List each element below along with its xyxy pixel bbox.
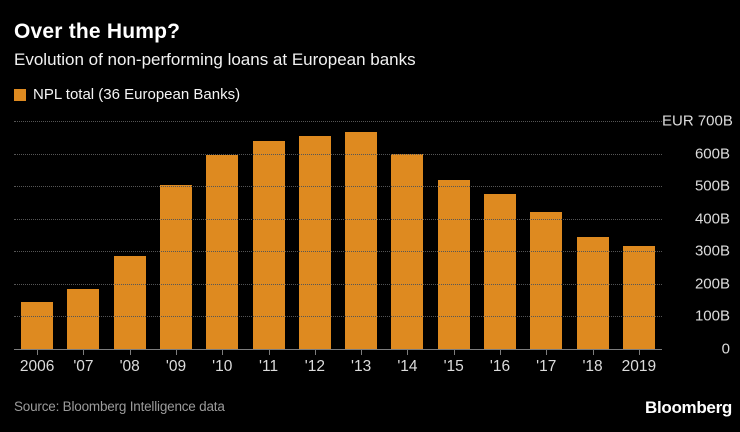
x-axis-tick [268, 349, 270, 355]
x-axis-tick [453, 349, 455, 355]
bar-16 [483, 194, 516, 349]
bar-08 [113, 256, 146, 349]
x-axis-label: '14 [397, 358, 418, 375]
x-axis-label: '18 [582, 358, 603, 375]
x-axis-tick [37, 349, 39, 355]
x-axis-label: '08 [119, 358, 140, 375]
gridline [14, 186, 662, 188]
x-axis-label: '15 [443, 358, 464, 375]
bar-07 [67, 288, 100, 349]
x-axis-tick [361, 349, 363, 355]
legend: NPL total (36 European Banks) [14, 86, 240, 103]
gridline [14, 316, 662, 318]
bar-slot [569, 121, 615, 349]
bar-slot [245, 121, 291, 349]
x-axis-tick [222, 349, 224, 355]
bar-slot [616, 121, 662, 349]
bar-15 [437, 179, 470, 349]
x-axis-label: '12 [304, 358, 325, 375]
x-axis-tick [592, 349, 594, 355]
bar-slot [14, 121, 60, 349]
bloomberg-logo: Bloomberg [644, 398, 732, 417]
bar-slot [431, 121, 477, 349]
gridline [14, 283, 662, 285]
y-axis-labels: EUR 700B 600B 500B 400B 300B 200B 100B 0 [662, 113, 733, 358]
plot-area [14, 121, 662, 350]
x-axis-label: '13 [351, 358, 372, 375]
chart-subtitle: Evolution of non-performing loans at Eur… [14, 50, 416, 69]
y-axis-label: 400B [694, 210, 730, 228]
legend-swatch-icon [14, 88, 26, 101]
x-axis-line [14, 349, 662, 350]
y-axis-label: 100B [694, 307, 730, 325]
bar-slot [338, 121, 384, 349]
bar-slot [477, 121, 523, 349]
bar-13 [345, 132, 378, 349]
legend-label: NPL total (36 European Banks) [33, 86, 241, 103]
x-axis-label: '17 [536, 358, 557, 375]
x-axis-tick [638, 349, 640, 355]
x-axis-tick [176, 349, 177, 355]
x-axis-label: '16 [489, 358, 511, 375]
y-axis-label: 200B [694, 275, 730, 293]
bar-slot [199, 121, 245, 349]
bar-slot [60, 121, 106, 349]
y-axis-label: 0 [721, 340, 730, 358]
x-axis-label: 2019 [621, 358, 657, 375]
bar-slot [384, 121, 430, 349]
bar-2019 [622, 246, 655, 349]
x-axis-ticks [14, 349, 662, 356]
bar-09 [159, 184, 192, 349]
bar-11 [252, 140, 285, 349]
bar-slot [107, 121, 153, 349]
x-axis-tick [500, 349, 501, 355]
x-axis-labels: 2006 '07 '08 '09 '10 '11 '12 '13 '14 '15 '16 '17 '18… [14, 358, 662, 378]
bar-18 [576, 236, 609, 349]
bar-slot [292, 121, 338, 349]
x-axis-tick [546, 349, 548, 355]
gridline [14, 251, 662, 253]
gridline [14, 153, 662, 155]
y-axis-label: 300B [694, 242, 730, 260]
x-axis-label: '09 [165, 358, 187, 375]
bar-2006 [21, 301, 54, 349]
x-axis-label: '11 [259, 358, 279, 375]
x-axis-tick [83, 349, 85, 355]
y-axis-label: EUR 700B [662, 112, 733, 130]
bar-series [14, 121, 662, 349]
gridline [14, 218, 662, 220]
bar-slot [523, 121, 569, 349]
x-axis-label: 2006 [19, 358, 55, 375]
bar-12 [298, 135, 331, 349]
x-axis-tick [129, 349, 131, 355]
chart-title: Over the Hump? [14, 20, 181, 43]
x-axis-label: '07 [73, 358, 94, 375]
x-axis-tick [314, 349, 316, 355]
x-axis-label: '10 [212, 358, 233, 375]
x-axis-tick [407, 349, 409, 355]
bar-17 [530, 212, 563, 349]
y-axis-label: 600B [694, 145, 730, 163]
gridline [14, 121, 662, 122]
source-note: Source: Bloomberg Intelligence data [14, 399, 225, 414]
y-axis-label: 500B [694, 177, 730, 195]
bar-slot [153, 121, 199, 349]
